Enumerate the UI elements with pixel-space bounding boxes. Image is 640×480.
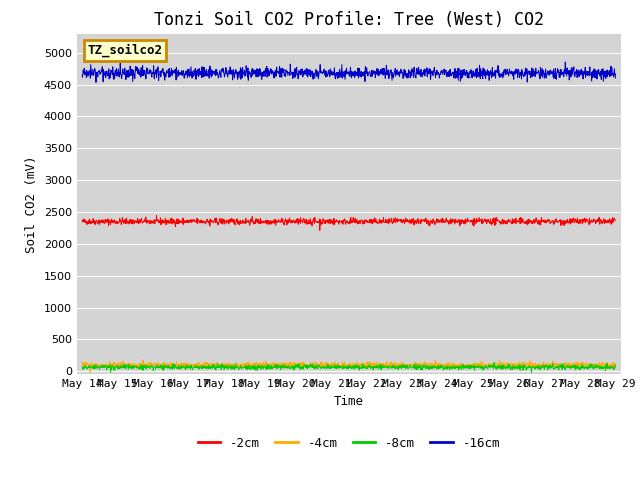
Text: TZ_soilco2: TZ_soilco2 bbox=[88, 44, 163, 57]
X-axis label: Time: Time bbox=[334, 395, 364, 408]
Y-axis label: Soil CO2 (mV): Soil CO2 (mV) bbox=[25, 155, 38, 253]
Legend: -2cm, -4cm, -8cm, -16cm: -2cm, -4cm, -8cm, -16cm bbox=[193, 432, 505, 455]
Title: Tonzi Soil CO2 Profile: Tree (West) CO2: Tonzi Soil CO2 Profile: Tree (West) CO2 bbox=[154, 11, 544, 29]
